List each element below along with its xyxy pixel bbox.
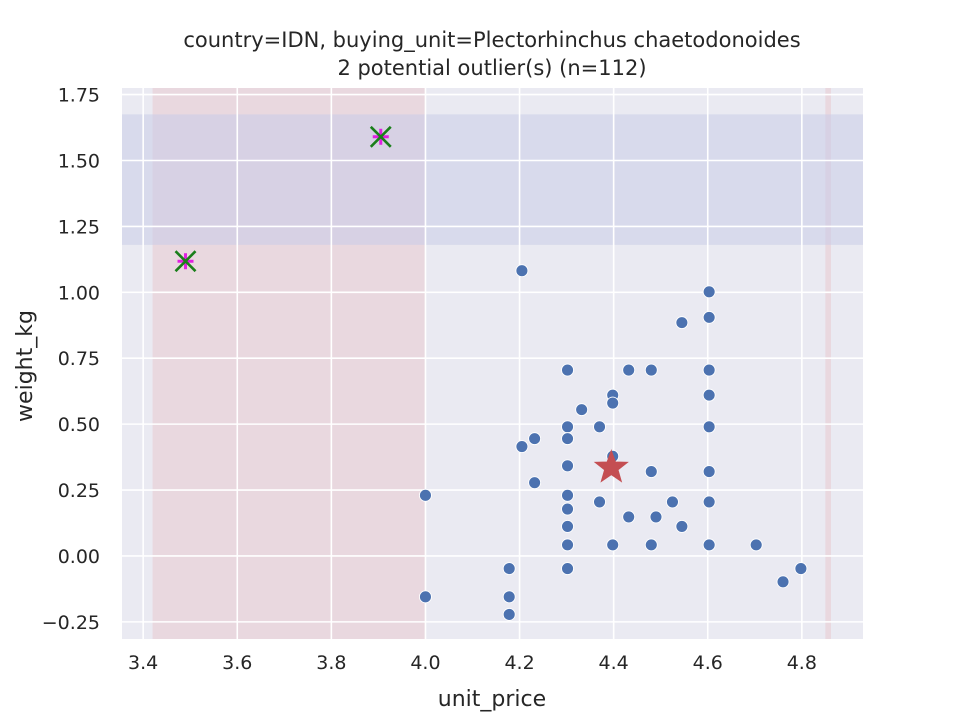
data-point [776,575,790,589]
data-point [502,562,516,576]
data-point [702,363,716,377]
data-point [702,420,716,434]
x-tick-label: 3.6 [222,652,252,674]
data-point [561,488,574,502]
data-point [649,510,663,524]
y-tick-label: 0.25 [58,480,100,502]
y-tick-label: 1.00 [58,282,100,304]
x-tick-label: 4.4 [599,652,629,674]
x-tick-label: 3.8 [316,652,346,674]
data-point [702,285,716,299]
data-point [561,562,574,576]
data-point [702,388,716,402]
y-tick-label: 1.75 [58,85,100,107]
data-point [561,502,574,516]
outlier-marker [369,125,392,148]
x-axis-ticks: 3.4 3.6 3.8 4.0 4.2 4.4 4.6 4.8 [128,652,817,674]
data-point [419,590,432,604]
data-point [702,495,716,509]
data-point [622,510,636,524]
data-point [515,440,529,453]
data-point [561,363,574,377]
y-axis-ticks: −0.25 0.00 0.25 0.50 0.75 1.00 1.25 1.50 1.75 [42,85,100,634]
y-range-band [122,114,863,245]
data-point [575,403,589,417]
outlier-x-b [369,125,392,148]
data-point [419,488,432,502]
data-point [593,495,606,509]
data-point [561,459,574,473]
data-point [644,465,658,479]
center-marker [593,449,629,483]
data-point [622,363,636,377]
data-point [644,363,658,377]
y-tick-label: 0.75 [58,348,100,370]
data-point [702,465,716,479]
data-point [561,420,574,434]
center-star [593,449,629,483]
data-point [606,396,620,410]
x-tick-label: 4.8 [787,652,817,674]
chart-subtitle: 2 potential outlier(s) (n=112) [337,56,646,80]
data-point [702,310,716,324]
highlight-bands [122,88,863,639]
data-point [502,608,516,621]
data-points [419,264,808,621]
data-point [528,476,542,490]
y-tick-label: 0.50 [58,414,100,436]
x-range-band [825,88,832,639]
x-tick-label: 4.0 [410,652,440,674]
x-tick-label: 3.4 [128,652,158,674]
y-tick-label: 1.50 [58,151,100,173]
data-point [561,432,574,446]
data-point [593,420,606,434]
y-axis-label: weight_kg [13,310,38,422]
data-point [528,432,542,446]
outlier-marker [174,250,197,273]
x-tick-label: 4.2 [504,652,534,674]
grid-lines [122,88,863,639]
data-point [644,538,658,552]
data-point [502,590,516,604]
data-point [675,316,689,330]
data-point [561,538,574,552]
data-point [675,519,689,533]
data-point [561,519,574,533]
data-point [749,538,763,552]
y-tick-label: −0.25 [42,612,100,634]
x-axis-label: unit_price [438,687,546,712]
data-point [666,495,679,509]
y-tick-label: 1.25 [58,216,100,238]
data-point [606,538,620,552]
data-point [794,562,808,576]
data-point [702,538,716,552]
chart-title: country=IDN, buying_unit=Plectorhinchus … [183,28,800,53]
outlier-markers [174,125,392,273]
outlier-x-b [174,250,197,273]
y-tick-label: 0.00 [58,546,100,568]
data-point [515,264,529,278]
x-tick-label: 4.6 [693,652,723,674]
